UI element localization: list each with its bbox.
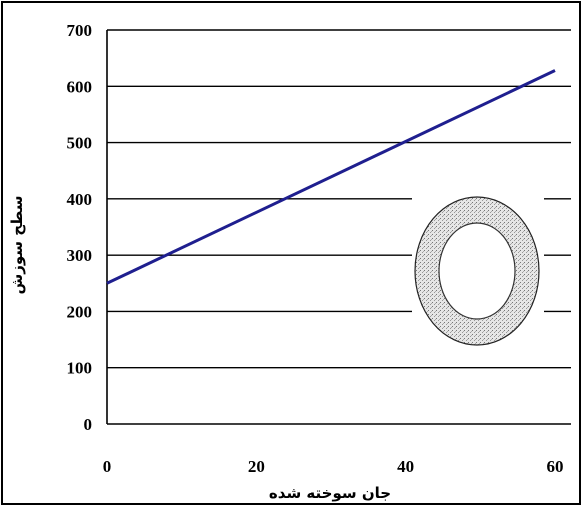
x-tick-label: 0 bbox=[103, 457, 112, 476]
x-axis-label: جان سوخته شده bbox=[269, 484, 391, 502]
series-line-0 bbox=[106, 69, 556, 285]
y-tick-label: 600 bbox=[67, 77, 93, 96]
y-tick-label: 500 bbox=[67, 134, 93, 153]
y-tick-label: 400 bbox=[67, 190, 93, 209]
x-tick-label: 20 bbox=[248, 457, 265, 476]
y-tick-label: 100 bbox=[67, 359, 93, 378]
y-tick-label: 200 bbox=[67, 302, 93, 321]
x-tick-label: 40 bbox=[397, 457, 414, 476]
y-tick-label: 700 bbox=[67, 21, 93, 40]
y-axis-label: سطح سوزش bbox=[8, 196, 26, 295]
grid-lines bbox=[106, 29, 571, 425]
x-tick-labels: 0 20 40 60 bbox=[103, 457, 564, 476]
series-lines bbox=[106, 69, 556, 285]
y-tick-label: 300 bbox=[67, 246, 93, 265]
ring-hole bbox=[438, 222, 516, 320]
ring-diagram bbox=[412, 194, 544, 348]
y-tick-labels: 0 100 200 300 400 500 600 700 bbox=[67, 21, 93, 434]
x-tick-label: 60 bbox=[547, 457, 564, 476]
y-tick-label: 0 bbox=[84, 415, 93, 434]
